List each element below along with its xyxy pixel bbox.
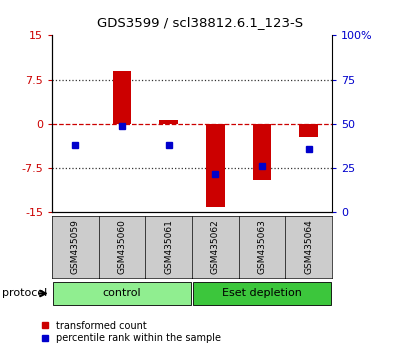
Bar [113,71,131,124]
Text: GSM435059: GSM435059 [71,219,80,274]
Legend: transformed count, percentile rank within the sample: transformed count, percentile rank withi… [37,317,225,347]
Bar [299,124,318,137]
Text: GSM435063: GSM435063 [258,219,266,274]
Bar [253,124,271,180]
Bar [54,282,190,305]
Bar [206,124,225,206]
Text: protocol: protocol [2,289,47,298]
Bar [193,282,330,305]
Text: GDS3599 / scl38812.6.1_123-S: GDS3599 / scl38812.6.1_123-S [97,16,303,29]
Text: GSM435060: GSM435060 [118,219,126,274]
Bar [159,120,178,124]
Text: GSM435064: GSM435064 [304,219,313,274]
Text: GSM435062: GSM435062 [211,219,220,274]
Text: control: control [103,289,141,298]
Text: GSM435061: GSM435061 [164,219,173,274]
Text: Eset depletion: Eset depletion [222,289,302,298]
